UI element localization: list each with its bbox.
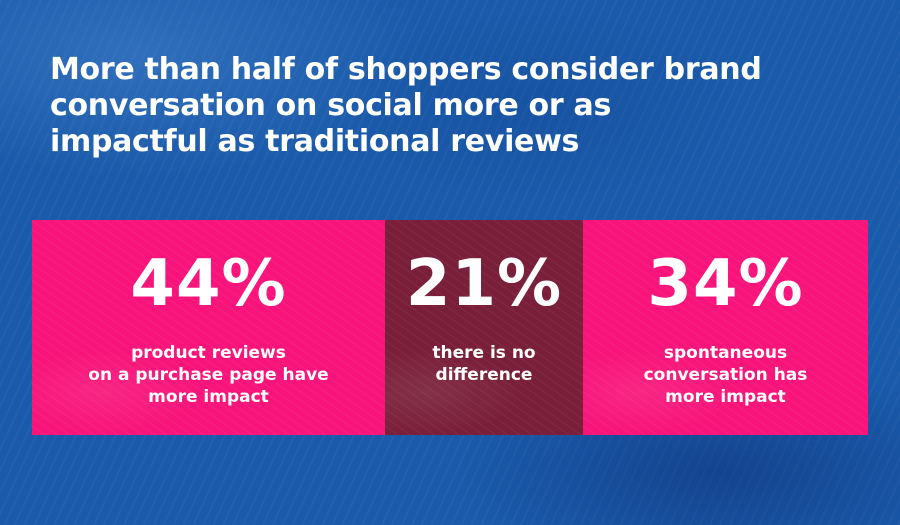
stat-value-no-difference: 21% [405, 247, 563, 321]
stat-label-no-difference: there is no difference [432, 343, 536, 385]
stats-row: 44% product reviews on a purchase page h… [32, 220, 868, 435]
page-title: More than half of shoppers consider bran… [50, 52, 762, 159]
stat-label-product-reviews: product reviews on a purchase page have … [88, 343, 329, 407]
stat-value-spontaneous-conversation: 34% [647, 247, 804, 321]
stat-panel-product-reviews: 44% product reviews on a purchase page h… [32, 220, 385, 435]
stat-value-product-reviews: 44% [130, 247, 287, 321]
stat-panel-no-difference: 21% there is no difference [385, 220, 583, 435]
stat-panel-spontaneous-conversation: 34% spontaneous conversation has more im… [583, 220, 868, 435]
stat-label-spontaneous-conversation: spontaneous conversation has more impact [643, 343, 808, 407]
